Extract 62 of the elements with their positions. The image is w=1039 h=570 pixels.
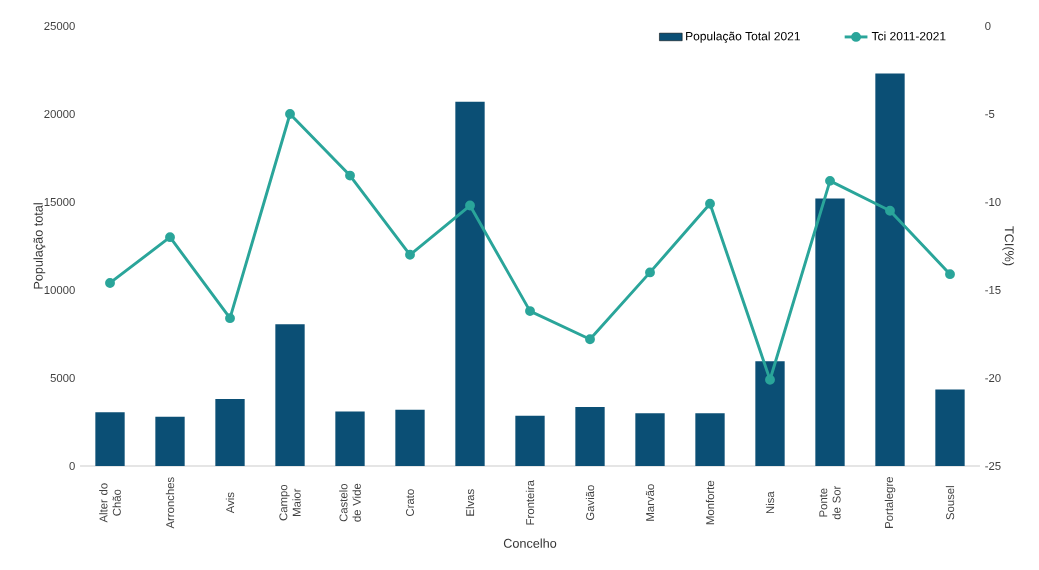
bar [695,413,725,466]
bar [755,361,785,466]
y-tick-label: 20000 [44,109,75,118]
bar [95,412,125,466]
bar [395,409,425,466]
point [825,175,835,186]
x-tick-label: Marvão [645,484,655,521]
y-tick-label: 25000 [44,21,75,30]
bar [455,101,485,466]
y-tick-label: 0 [69,461,75,470]
x-axis-title: Concelho [503,538,557,548]
y2-tick-label: -15 [985,286,1001,294]
legend-label: População Total 2021 [686,31,800,43]
bar [635,413,665,466]
x-tick-label: Portalegre [884,477,896,528]
y2-tick-label: -20 [985,373,1001,382]
y2-tick-label: -25 [985,461,1001,470]
point [945,269,955,280]
x-tick-label: Arronches [165,477,175,529]
bar [575,407,605,466]
x-tick-label: Alter do Chão [99,483,121,523]
point [105,278,115,288]
point [765,374,775,385]
y2-tick-label: -10 [985,197,1001,206]
bar [335,411,365,466]
legend-label: Tci 2011-2021 [871,31,946,41]
x-tick-label: Castelo de Vide [339,483,361,522]
y2-tick-label: -5 [985,110,995,118]
x-tick-label: Campo Maior [279,484,301,521]
y2-axis-title: TCI(%) [1002,226,1015,266]
point [405,249,415,260]
y-tick-label: 10000 [44,285,75,294]
y2-tick-label: 0 [985,21,991,30]
point [345,170,355,181]
y-axis-title: População total [33,203,46,289]
point [525,306,535,317]
x-tick-label: Elvas [465,489,475,516]
bar [875,73,905,466]
bar [275,324,305,466]
x-tick-label: Ponte de Sor [819,485,841,520]
y-tick-label: 15000 [44,197,75,206]
x-tick-label: Nisa [765,491,775,514]
point [585,334,595,345]
bar [935,389,965,466]
point [165,232,175,243]
x-tick-label: Gavião [585,485,595,521]
x-tick-label: Crato [406,489,415,516]
bar [515,415,545,466]
point [645,267,655,278]
y-tick-label: 5000 [50,373,75,382]
point [705,198,715,209]
x-tick-label: Sousel [945,486,955,520]
x-tick-label: Monforte [705,480,715,525]
bar [815,198,845,466]
x-tick-label: Fronteira [525,480,535,525]
bar [215,399,245,466]
x-tick-label: Avis [225,492,235,514]
point [465,200,475,211]
point [285,109,295,119]
point [885,205,895,216]
point [225,313,235,324]
bar [155,416,185,466]
